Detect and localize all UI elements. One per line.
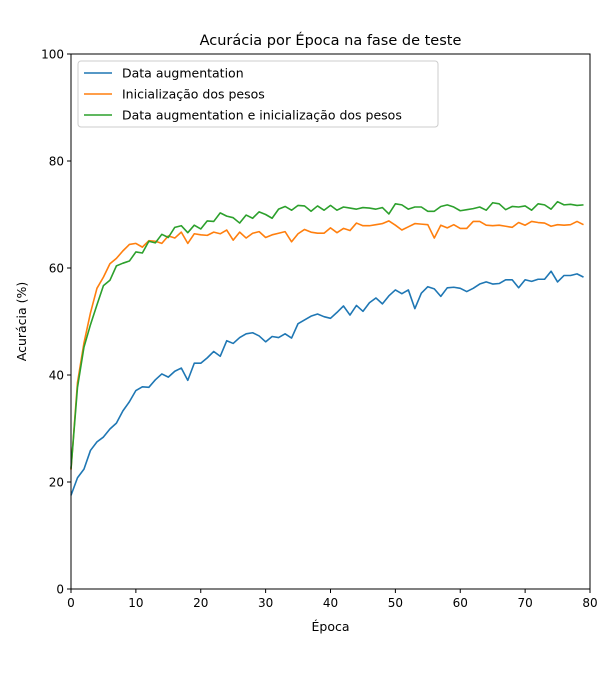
y-tick-label: 40	[49, 369, 64, 383]
chart-title: Acurácia por Época na fase de teste	[200, 32, 462, 49]
y-tick-label: 20	[49, 476, 64, 490]
series-line-1	[70, 270, 584, 496]
legend-label-1: Data augmentation	[122, 66, 244, 81]
y-tick-label: 100	[41, 48, 64, 62]
legend-label-2: Inicialização dos pesos	[122, 87, 265, 102]
y-tick-label: 0	[56, 583, 64, 597]
x-tick-label: 50	[388, 596, 403, 610]
series-lines	[70, 200, 584, 496]
x-tick-label: 40	[323, 596, 338, 610]
x-tick-label: 60	[453, 596, 468, 610]
x-tick-label: 10	[128, 596, 143, 610]
plot-frame	[70, 53, 591, 590]
x-tick-label: 30	[258, 596, 273, 610]
y-tick-label: 80	[49, 155, 64, 169]
legend-box	[77, 60, 439, 128]
x-tick-label: 0	[67, 596, 75, 610]
x-tick-label: 80	[582, 596, 597, 610]
series-line-3	[70, 200, 584, 469]
x-axis-label: Época	[311, 619, 349, 634]
axes: 0 10 20 30 40 50 60 70 80 0 20 40 60 80 100	[41, 48, 598, 611]
x-tick-label: 70	[517, 596, 532, 610]
legend-label-3: Data augmentation e inicialização dos pe…	[122, 108, 402, 123]
legend: Data augmentation Inicialização dos pesos…	[77, 60, 439, 128]
y-tick-label: 60	[49, 262, 64, 276]
x-tick-label: 20	[193, 596, 208, 610]
y-axis-label: Acurácia (%)	[14, 282, 29, 362]
